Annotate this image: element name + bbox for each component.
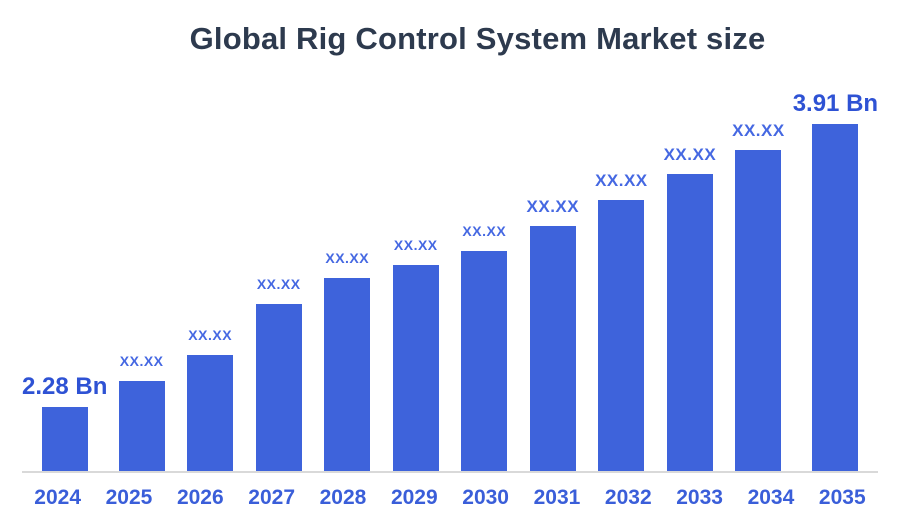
bar-value-label-2029: XX.XX — [393, 236, 438, 253]
bar-value-label-2033: XX.XX — [663, 145, 717, 165]
x-tick-2032: 2032 — [604, 486, 652, 509]
bar-2035 — [812, 124, 859, 471]
x-tick-2030: 2030 — [462, 486, 509, 509]
chart-title: Global Rig Control System Market size — [189, 21, 766, 56]
x-tick-2024: 2024 — [34, 486, 82, 509]
bar-column-2026: XX.XX — [176, 0, 245, 471]
x-tick-2035: 2035 — [818, 486, 866, 509]
plot-area: 2.28 Bn XX.XX XX.XX XX.XX XX.XX XX.XX XX.XX XX.… — [22, 0, 878, 471]
x-axis-tick-labels: 2024 2025 2026 2027 2028 2029 2030 2031 2032 2033… — [22, 486, 878, 510]
bar-value-label-2035: 3.91 Bn — [792, 90, 879, 118]
bar-2029 — [392, 265, 439, 471]
bar-column-2027: XX.XX — [244, 0, 313, 471]
x-tick-2034: 2034 — [747, 486, 795, 509]
bar-column-2030: XX.XX — [450, 0, 519, 471]
bar-column-2028: XX.XX — [313, 0, 382, 471]
bar-value-label-2030: XX.XX — [462, 222, 507, 239]
x-tick-2027: 2027 — [248, 486, 295, 509]
bar-column-2033: XX.XX — [656, 0, 725, 471]
bar-2027 — [255, 304, 302, 471]
bar-2028 — [324, 278, 371, 471]
bar-value-label-2026: XX.XX — [188, 326, 233, 343]
x-tick-2029: 2029 — [390, 486, 438, 509]
bar-column-2031: XX.XX — [519, 0, 588, 471]
bar-column-2035: 3.91 Bn — [793, 0, 878, 471]
bar-2034 — [735, 150, 782, 471]
bar-value-label-2024: 2.28 Bn — [22, 373, 108, 401]
x-tick-2026: 2026 — [176, 486, 224, 509]
x-tick-2033: 2033 — [676, 486, 723, 509]
bar-2031 — [529, 226, 576, 471]
bar-column-2034: XX.XX — [724, 0, 793, 471]
x-tick-2028: 2028 — [319, 486, 367, 509]
bar-2030 — [461, 251, 508, 471]
bar-value-label-2027: XX.XX — [256, 275, 301, 292]
bar-2025 — [118, 381, 165, 471]
bar-value-label-2031: XX.XX — [526, 197, 580, 217]
bar-value-label-2032: XX.XX — [595, 171, 648, 191]
x-tick-2031: 2031 — [533, 486, 581, 509]
bar-2026 — [187, 355, 234, 471]
x-tick-2025: 2025 — [105, 486, 153, 509]
bar-column-2024: 2.28 Bn — [22, 0, 107, 471]
bar-value-label-2028: XX.XX — [325, 249, 370, 266]
bar-column-2029: XX.XX — [382, 0, 451, 471]
bar-2024 — [41, 407, 88, 471]
bar-value-label-2025: XX.XX — [119, 352, 164, 369]
bar-column-2025: XX.XX — [107, 0, 176, 471]
bar-column-2032: XX.XX — [587, 0, 656, 471]
bar-value-label-2034: XX.XX — [732, 121, 785, 141]
x-axis-line — [22, 471, 878, 473]
bar-2032 — [598, 200, 645, 471]
bar-2033 — [666, 174, 713, 471]
